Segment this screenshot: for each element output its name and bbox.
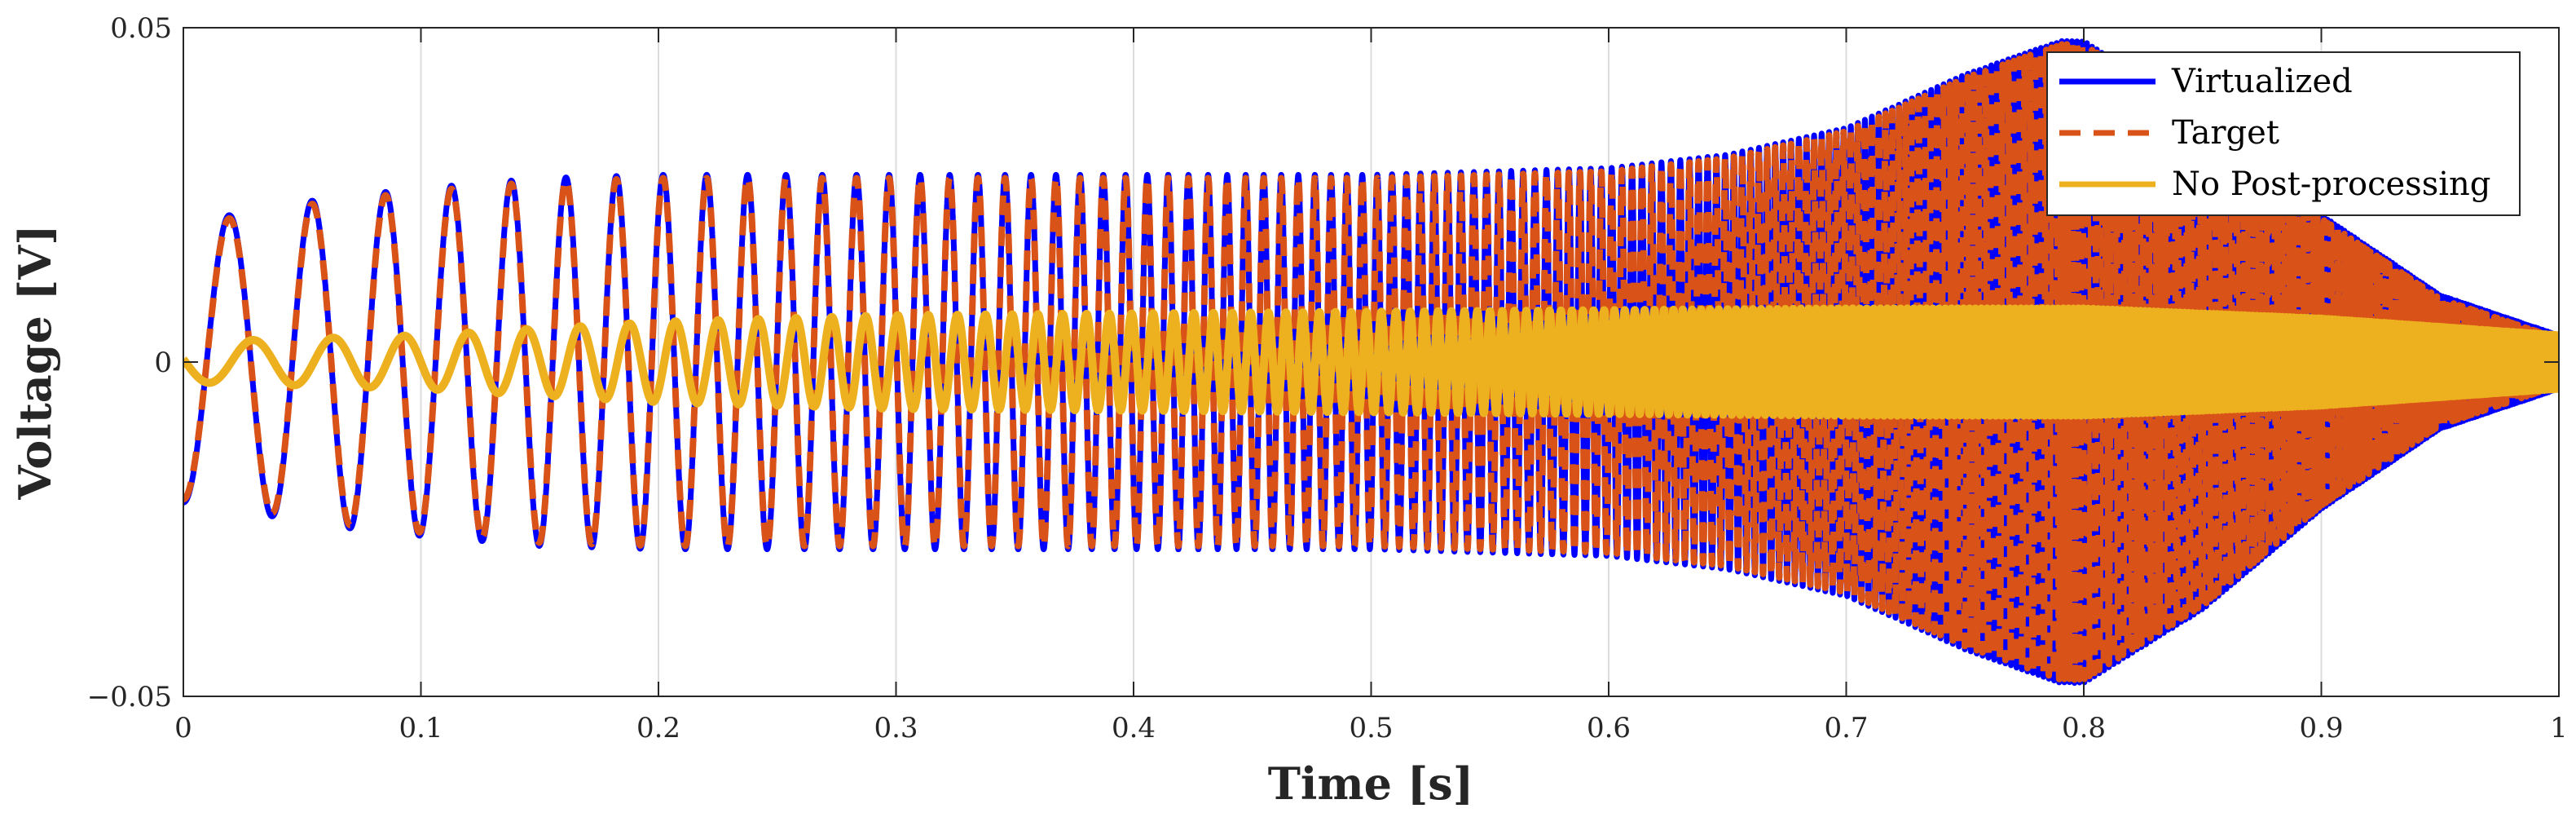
x-tick-label: 0.1 [399,712,443,744]
tick-marks [183,27,2560,697]
series-line-no-post-processing [183,304,2559,420]
y-tick-label: 0.05 [110,12,172,45]
x-tick-label: 0.8 [2062,712,2106,744]
series-line-target [183,41,2559,683]
legend-label-virtualized: Virtualized [2171,63,2353,100]
x-tick-label: 0.4 [1112,712,1156,744]
legend: Virtualized Target No Post-processing [2046,51,2521,216]
x-tick-label: 0.6 [1587,712,1631,744]
x-tick-label: 0.9 [2299,712,2343,744]
x-tick-label: 0.7 [1824,712,1868,744]
series-layer [183,38,2559,687]
y-tick-label: −0.05 [87,681,172,713]
x-axis-label: Time [s] [1268,758,1474,810]
x-tick-label: 0 [174,712,192,744]
legend-label-target: Target [2172,114,2279,152]
y-axis-label: Voltage [V] [9,224,61,500]
x-tick-label: 1 [2550,712,2568,744]
legend-label-no-post-processing: No Post-processing [2172,166,2490,203]
y-tick-label: 0 [154,347,172,379]
x-tick-label: 0.3 [874,712,918,744]
x-tick-label: 0.5 [1349,712,1393,744]
x-tick-label: 0.2 [636,712,680,744]
